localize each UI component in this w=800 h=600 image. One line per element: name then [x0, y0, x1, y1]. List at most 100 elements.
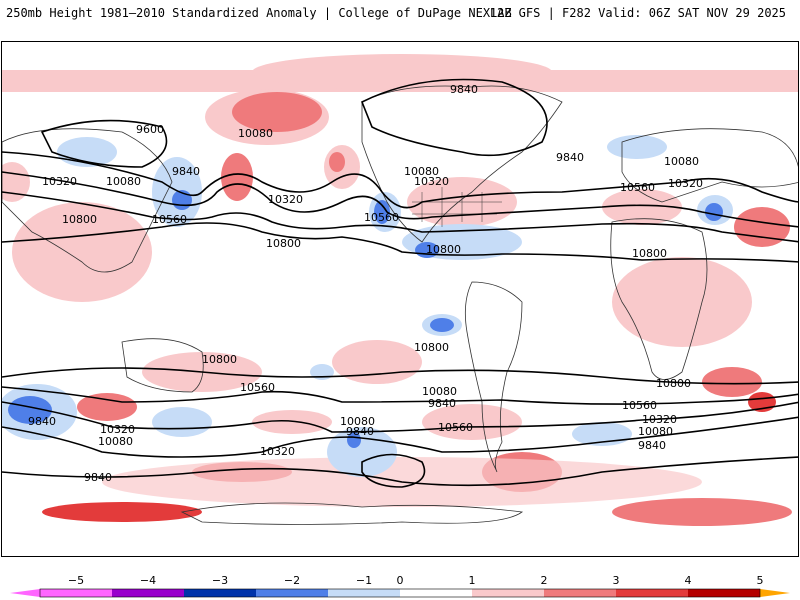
contour-label: 9600: [136, 123, 164, 136]
state-borders: [412, 187, 502, 227]
contour-line: [2, 151, 798, 209]
positive-anomaly-fill: [2, 54, 798, 526]
anomaly-area: [705, 203, 723, 221]
contour-line: [2, 386, 798, 405]
anomaly-area: [252, 410, 332, 434]
colorbar-tick: 4: [685, 574, 692, 587]
contour-line: [2, 222, 798, 263]
contour-label: 10800: [414, 341, 449, 354]
map-title: 250mb Height 1981–2010 Standardized Anom…: [6, 6, 512, 20]
contour-label: 10560: [620, 181, 655, 194]
contour-line: [2, 191, 798, 243]
australia-outline: [121, 338, 204, 393]
colorbar-segment: [184, 589, 256, 597]
contour-label: 10800: [202, 353, 237, 366]
anomaly-area: [329, 152, 345, 172]
colorbar-tick: 5: [757, 574, 764, 587]
contour-label: 10560: [364, 211, 399, 224]
contour-label: 10560: [152, 213, 187, 226]
contour-label: 9840: [450, 83, 478, 96]
contour-line: [361, 453, 426, 488]
contour-line: [2, 416, 798, 458]
contour-label: 10320: [260, 445, 295, 458]
contour-label: 10080: [106, 175, 141, 188]
colorbar-tick: 2: [541, 574, 548, 587]
asia-outline: [2, 128, 173, 273]
africa-outline: [610, 218, 708, 380]
colorbar-arrow-right: [760, 589, 790, 597]
contour-label: 10320: [268, 193, 303, 206]
political-borders: [412, 187, 502, 227]
colorbar-segment: [40, 589, 112, 597]
height-contours: [2, 78, 798, 488]
contour-label: 10080: [404, 165, 439, 178]
contour-label: 10080: [238, 127, 273, 140]
colorbar-segment: [112, 589, 184, 597]
contour-line: [2, 456, 798, 487]
anomaly-area: [612, 498, 792, 526]
south-america-outline: [464, 281, 523, 473]
contour-label: 10320: [414, 175, 449, 188]
contour-label: 9840: [346, 425, 374, 438]
contour-label: 10800: [656, 377, 691, 390]
contour-label: 9840: [556, 151, 584, 164]
contour-label: 10320: [668, 177, 703, 190]
contour-label: 10800: [632, 247, 667, 260]
contour-label: 9840: [638, 439, 666, 452]
anomaly-area: [607, 135, 667, 159]
contour-label: 10080: [422, 385, 457, 398]
anomaly-area: [77, 393, 137, 421]
anomaly-area: [152, 407, 212, 437]
colorbar-segment: [328, 589, 400, 597]
anomaly-area: [221, 153, 253, 201]
anomaly-area: [347, 432, 361, 448]
anomaly-area: [702, 367, 762, 397]
colorbar-tick: −2: [284, 574, 300, 587]
contour-label: 10320: [42, 175, 77, 188]
contour-label: 10560: [240, 381, 275, 394]
anomaly-area: [2, 162, 30, 202]
contour-label: 10800: [426, 243, 461, 256]
colorbar-arrow-left: [10, 589, 40, 597]
anomaly-area: [42, 502, 202, 522]
contour-label: 10800: [62, 213, 97, 226]
anomaly-area: [232, 92, 322, 132]
contour-label: 10560: [438, 421, 473, 434]
colorbar-tick: −1: [356, 574, 372, 587]
contour-label: 10080: [340, 415, 375, 428]
contour-line: [2, 171, 798, 228]
colorbar-segment: [256, 589, 328, 597]
colorbar-tick: 3: [613, 574, 620, 587]
contour-line: [2, 367, 798, 385]
contour-line: [2, 401, 798, 433]
anomaly-map: 9840 9600 10080 10320 9840 10800 10560 1…: [2, 54, 798, 526]
anomaly-area: [374, 200, 390, 224]
north-america-outline: [361, 85, 563, 243]
contour-label: 9840: [28, 415, 56, 428]
colorbar-tick: 1: [469, 574, 476, 587]
anomaly-area: [422, 404, 522, 440]
colorbar-segment: [616, 589, 688, 597]
contour-label: 10560: [622, 399, 657, 412]
colorbar-segment: [472, 589, 544, 597]
colorbar-segment: [544, 589, 616, 597]
anomaly-area: [12, 202, 152, 302]
antarctica-outline: [180, 502, 524, 525]
colorbar-tick: 0: [397, 574, 404, 587]
colorbar-border: [39, 588, 761, 598]
anomaly-area: [332, 340, 422, 384]
contour-label: 9840: [428, 397, 456, 410]
contour-line: [360, 78, 548, 157]
anomaly-area: [252, 54, 552, 90]
contour-label: 10320: [100, 423, 135, 436]
colorbar-segment: [400, 589, 472, 597]
anomaly-area: [602, 189, 682, 225]
colorbar-tick: −4: [140, 574, 156, 587]
contour-label: 10800: [266, 237, 301, 250]
contour-labels: 9840 9600 10080 10320 9840 10800 10560 1…: [28, 83, 703, 484]
coastlines: [2, 85, 798, 525]
anomaly-area: [612, 257, 752, 347]
map-panel[interactable]: 9840 9600 10080 10320 9840 10800 10560 1…: [1, 41, 799, 557]
colorbar-tick: −5: [68, 574, 84, 587]
anomaly-area: [734, 207, 790, 247]
